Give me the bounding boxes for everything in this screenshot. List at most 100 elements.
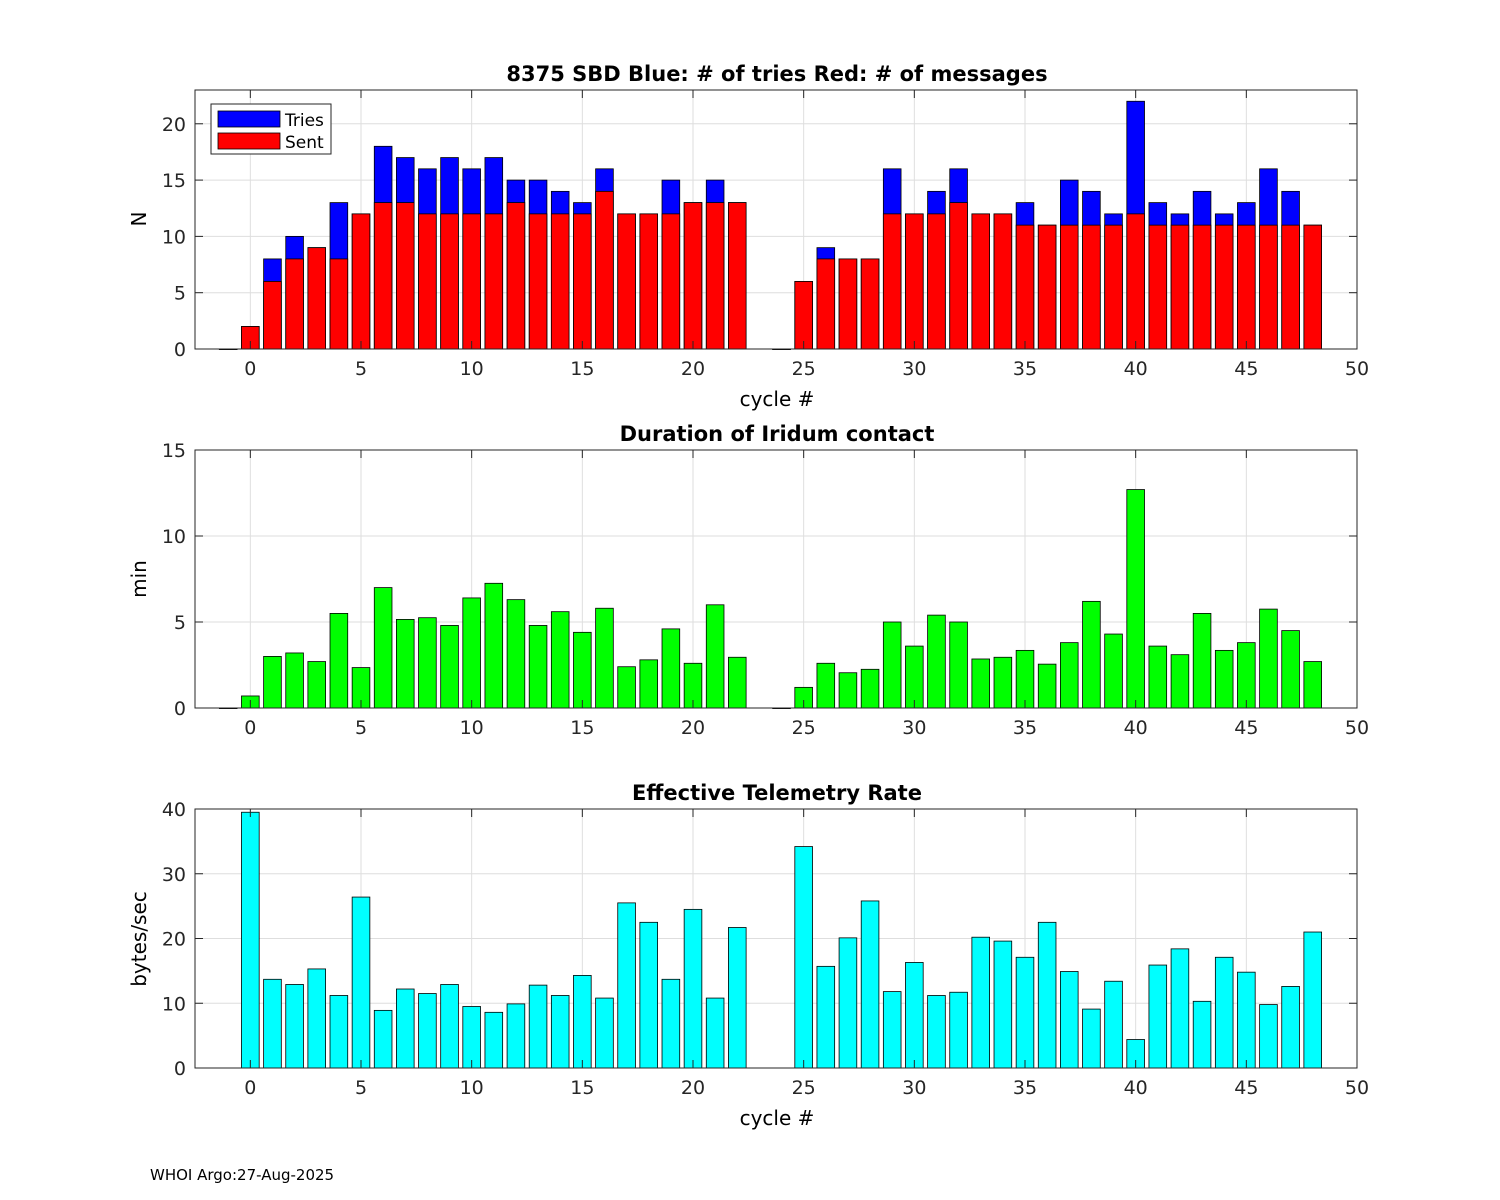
bar-rate-cycle-33 <box>971 936 990 1069</box>
legend: Tries Sent <box>210 103 332 155</box>
bar-rate-cycle-28 <box>860 900 880 1069</box>
bar-rate-cycle-5 <box>351 896 371 1069</box>
x-tick-label: 40 <box>1124 1077 1148 1099</box>
bar-sent-cycle-42 <box>1170 224 1190 350</box>
y-tick-label: 10 <box>162 226 186 248</box>
x-tick-label: 0 <box>244 358 256 380</box>
bar-duration-cycle-40 <box>1126 489 1145 709</box>
legend-swatch-tries <box>217 110 281 128</box>
x-tick-label: 20 <box>681 1077 705 1099</box>
bar-sent-cycle-20 <box>683 202 703 350</box>
bar-duration-cycle-18 <box>639 659 658 709</box>
x-tick-label: 10 <box>460 358 484 380</box>
bar-duration-cycle-7 <box>396 619 415 709</box>
bar-rate-cycle-45 <box>1237 971 1256 1069</box>
bar-sent-cycle-41 <box>1148 224 1168 350</box>
x-tick-label: 0 <box>244 717 256 739</box>
y-tick-label: 15 <box>162 440 186 462</box>
x-tick-label: 15 <box>570 717 594 739</box>
bar-sent-cycle-6 <box>373 202 393 350</box>
bar-sent-cycle-2 <box>285 258 304 350</box>
x-tick-label: 15 <box>570 1077 594 1099</box>
bar-sent-cycle-17 <box>617 213 636 350</box>
bar-sent-cycle-46 <box>1259 224 1278 350</box>
bar-sent-cycle-25 <box>794 281 813 350</box>
bar-sent-cycle-44 <box>1214 224 1234 350</box>
bar-duration-cycle-34 <box>993 656 1013 709</box>
x-tick-label: 35 <box>1013 1077 1037 1099</box>
bar-duration-cycle-11 <box>484 582 504 709</box>
y-tick-label: 10 <box>162 526 186 548</box>
bar-sent-cycle-45 <box>1237 224 1256 350</box>
bar-duration-cycle-39 <box>1104 633 1123 709</box>
bar-sent-cycle-12 <box>506 202 526 350</box>
bar-duration-cycle-46 <box>1259 608 1278 709</box>
bar-sent-cycle-40 <box>1126 213 1145 350</box>
y-tick-label: 30 <box>162 864 186 886</box>
bar-duration-cycle-41 <box>1148 645 1168 709</box>
x-tick-label: 45 <box>1234 358 1258 380</box>
bar-duration-cycle-2 <box>285 652 304 709</box>
bar-rate-cycle-34 <box>993 940 1013 1069</box>
y-tick-label: 5 <box>174 612 186 634</box>
x-tick-label: 45 <box>1234 717 1258 739</box>
bar-sent-cycle-47 <box>1281 224 1300 350</box>
bar-sent-cycle-15 <box>573 213 592 350</box>
bar-duration-cycle-43 <box>1192 613 1212 709</box>
x-tick-label: 45 <box>1234 1077 1258 1099</box>
bar-duration-cycle-13 <box>528 625 548 709</box>
bar-duration-cycle-9 <box>440 625 459 709</box>
bar-duration-cycle-8 <box>418 617 437 709</box>
bar-duration-cycle-28 <box>860 668 880 709</box>
chart-title: 8375 SBD Blue: # of tries Red: # of mess… <box>506 62 1047 86</box>
bar-rate-cycle-8 <box>418 993 437 1069</box>
footer-credit: WHOI Argo:27-Aug-2025 <box>150 1166 335 1184</box>
bar-duration-cycle-44 <box>1214 649 1234 709</box>
bar-sent-cycle-22 <box>728 202 747 350</box>
telemetry-rate-chart: Effective Telemetry Rate bytes/sec cycle… <box>127 781 1369 1130</box>
x-tick-label: 20 <box>681 358 705 380</box>
bar-rate-cycle-46 <box>1259 1004 1278 1069</box>
y-tick-label: 20 <box>162 114 186 136</box>
bar-sent-cycle-34 <box>993 213 1013 350</box>
bar-sent-cycle-1 <box>263 281 282 350</box>
y-tick-label: 0 <box>174 339 186 361</box>
bar-duration-cycle-27 <box>838 672 858 709</box>
bar-sent-cycle-37 <box>1060 224 1079 350</box>
x-tick-label: 15 <box>570 358 594 380</box>
bar-duration-cycle-45 <box>1237 642 1256 709</box>
y-tick-label: 0 <box>174 1058 186 1080</box>
bar-duration-cycle-29 <box>882 621 902 709</box>
bar-duration-cycle-42 <box>1170 654 1190 709</box>
bar-duration-cycle-3 <box>307 661 326 709</box>
bar-sent-cycle-4 <box>329 258 349 350</box>
bar-duration-cycle-6 <box>373 587 393 709</box>
x-tick-label: 30 <box>902 358 926 380</box>
bar-rate-cycle-19 <box>661 978 681 1069</box>
x-tick-label: 5 <box>355 1077 367 1099</box>
bar-duration-cycle-30 <box>905 645 924 709</box>
bar-sent-cycle-5 <box>351 213 371 350</box>
bar-rate-cycle-17 <box>617 902 636 1069</box>
chart-title: Duration of Iridum contact <box>620 422 935 446</box>
bar-rate-cycle-6 <box>373 1009 393 1069</box>
bar-sent-cycle-30 <box>905 213 924 350</box>
bar-rate-cycle-38 <box>1082 1008 1101 1069</box>
bar-rate-cycle-3 <box>307 968 326 1069</box>
x-tick-label: 30 <box>902 717 926 739</box>
bar-rate-cycle-21 <box>705 997 725 1069</box>
bar-sent-cycle-43 <box>1192 224 1212 350</box>
x-tick-label: 40 <box>1124 358 1148 380</box>
bar-sent-cycle-35 <box>1015 224 1035 350</box>
bar-rate-cycle-25 <box>794 846 813 1069</box>
bar-duration-cycle-21 <box>705 604 725 709</box>
legend-label-sent: Sent <box>285 133 324 153</box>
bar-sent-cycle-16 <box>595 190 614 350</box>
tries-sent-chart: 8375 SBD Blue: # of tries Red: # of mess… <box>127 62 1369 411</box>
bar-duration-cycle-36 <box>1037 663 1057 709</box>
bar-rate-cycle-10 <box>462 1006 481 1069</box>
bar-duration-cycle-38 <box>1082 600 1101 709</box>
bar-duration-cycle-33 <box>971 658 990 709</box>
bar-rate-cycle-14 <box>550 995 570 1069</box>
bar-sent-cycle-13 <box>528 213 548 350</box>
